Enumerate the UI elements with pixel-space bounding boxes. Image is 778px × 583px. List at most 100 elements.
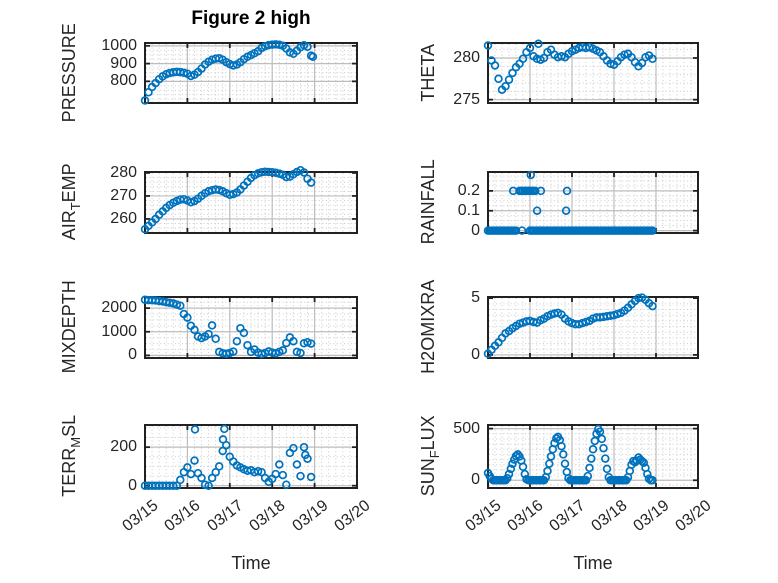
y-tick-label: 0 <box>471 221 480 239</box>
data-point <box>289 443 298 453</box>
data-point <box>511 451 521 461</box>
data-point <box>648 54 657 64</box>
y-axis-label-terr-msl: TERRMSL <box>59 346 83 566</box>
data-point <box>543 466 552 476</box>
data-point <box>229 61 238 70</box>
y-tick-label: 0 <box>471 345 480 363</box>
data-point <box>176 301 185 310</box>
data-point <box>197 473 206 483</box>
data-point <box>282 480 291 489</box>
data-point <box>303 42 312 51</box>
subplot-sun_flux <box>483 424 699 489</box>
data-point <box>299 442 309 452</box>
data-point <box>483 41 493 50</box>
data-point <box>204 481 213 490</box>
data-point <box>207 321 217 330</box>
data-point <box>186 469 196 479</box>
data-point <box>190 325 199 335</box>
ylabel-text: SL <box>59 414 80 437</box>
data-point <box>520 469 530 479</box>
data-point <box>557 52 566 61</box>
data-point <box>232 336 242 346</box>
data-point <box>501 476 510 485</box>
data-markers <box>483 424 657 485</box>
grid-minor <box>146 298 356 357</box>
data-point <box>601 454 610 463</box>
data-point <box>536 186 546 196</box>
tick-marks <box>487 297 699 357</box>
data-point <box>518 462 528 472</box>
data-markers <box>140 295 316 359</box>
y-tick-label: 0 <box>471 471 480 489</box>
ylabel-subscript: F <box>426 450 442 459</box>
data-point <box>508 459 517 468</box>
grid-minor <box>489 298 697 357</box>
data-point <box>504 469 514 479</box>
data-point <box>559 450 568 459</box>
data-point <box>532 206 542 215</box>
data-point <box>643 469 652 479</box>
data-point <box>140 96 150 105</box>
axis-box <box>487 42 699 104</box>
data-point <box>301 450 310 460</box>
data-point <box>183 463 192 472</box>
data-point <box>190 425 200 434</box>
subplot-terr_msl <box>140 424 358 490</box>
data-point <box>494 74 503 84</box>
data-point <box>292 347 302 357</box>
subplot-air_temp <box>140 165 358 234</box>
data-markers <box>483 293 657 359</box>
axis-box <box>144 424 358 489</box>
figure-title: Figure 2 high <box>191 8 311 29</box>
data-point <box>278 470 288 480</box>
y-tick-label: 200 <box>110 438 137 456</box>
ylabel-text: EMP <box>59 163 80 203</box>
data-point <box>518 54 528 64</box>
axis-box <box>487 424 699 489</box>
data-point <box>306 472 316 482</box>
y-axis-label-sun-flux: SUNFLUX <box>418 346 442 566</box>
data-point <box>308 52 318 62</box>
data-point <box>490 61 500 70</box>
data-point <box>597 434 607 444</box>
data-point <box>620 50 629 59</box>
data-point <box>557 441 566 451</box>
data-point <box>169 481 178 490</box>
data-point <box>204 329 213 339</box>
data-point <box>648 476 657 485</box>
data-point <box>306 339 316 348</box>
data-point <box>211 334 220 344</box>
data-point <box>299 168 309 177</box>
data-point <box>176 475 185 485</box>
data-point <box>561 206 571 215</box>
data-point <box>648 226 657 235</box>
y-tick-label: 270 <box>110 186 137 204</box>
tick-marks <box>487 44 699 102</box>
y-tick-label: 1000 <box>101 36 137 54</box>
axis-box <box>144 171 358 234</box>
y-tick-label: 5 <box>471 289 480 307</box>
data-point <box>271 168 280 177</box>
data-point <box>220 424 229 434</box>
data-point <box>218 446 227 456</box>
data-point <box>225 190 235 200</box>
data-point <box>243 340 252 350</box>
y-tick-label: 260 <box>110 209 137 227</box>
data-markers <box>483 170 657 235</box>
data-point <box>506 464 516 474</box>
data-point <box>289 336 298 346</box>
subplot-rainfall <box>483 170 699 235</box>
data-point <box>602 464 612 474</box>
data-point <box>179 68 189 78</box>
data-point <box>239 328 249 338</box>
data-point <box>545 459 554 468</box>
data-point <box>501 82 510 91</box>
subplot-pressure <box>140 40 358 105</box>
data-markers <box>140 424 316 490</box>
y-tick-label: 280 <box>453 49 480 66</box>
y-tick-label: 900 <box>110 54 137 72</box>
data-point <box>581 476 591 485</box>
data-markers <box>140 40 318 105</box>
